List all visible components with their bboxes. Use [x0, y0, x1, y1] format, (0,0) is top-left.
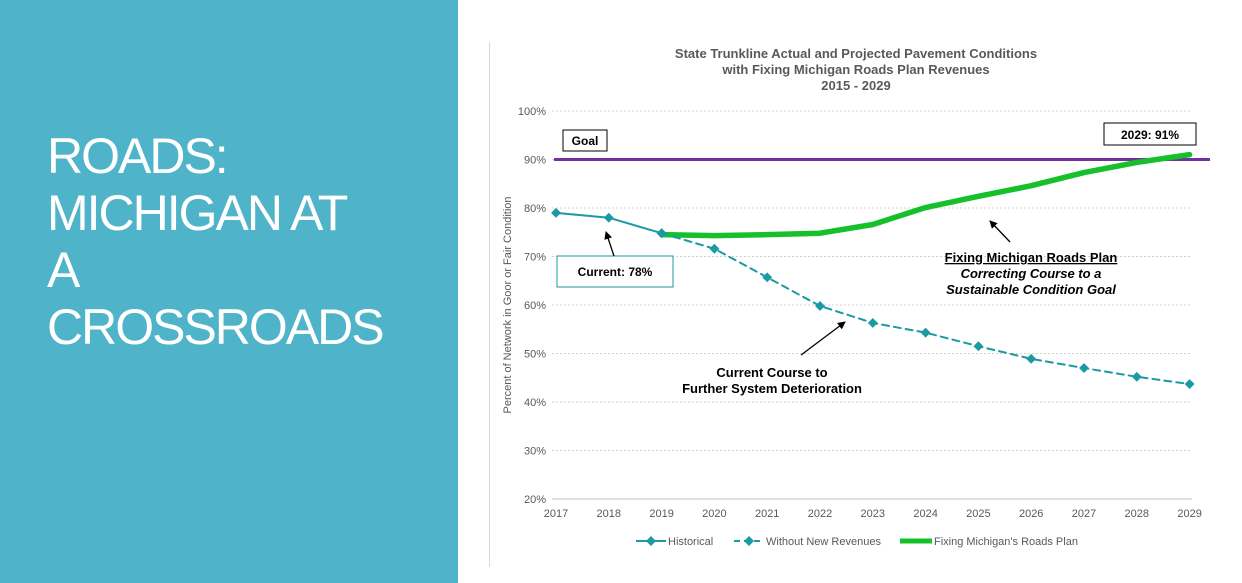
data-point-without-new-revenues [815, 301, 825, 311]
x-tick-label: 2021 [755, 508, 779, 520]
x-tick-label: 2022 [808, 508, 832, 520]
data-point-without-new-revenues [1131, 371, 1142, 382]
plan-annotation-line-1: Correcting Course to a [961, 266, 1102, 281]
data-point-without-new-revenues [973, 341, 984, 352]
chart-title-line-2: with Fixing Michigan Roads Plan Revenues [721, 62, 989, 77]
x-axis-ticks: 2017 2018 2019 2020 2021 2022 2023 2024 2025 2026… [544, 508, 1202, 520]
current-value-box: Current: 78% [556, 255, 674, 288]
plan-annotation-line-2: Sustainable Condition Goal [946, 282, 1116, 297]
legend-label-fixing-michigan-roads-plan: Fixing Michigan's Roads Plan [934, 536, 1078, 548]
y-axis-label: Percent of Network in Goor or Fair Condi… [502, 196, 514, 413]
data-point-historical [656, 228, 667, 239]
y-tick-label: 90% [524, 155, 546, 167]
course-annotation-line-1: Current Course to [716, 365, 827, 380]
end-value-box: 2029: 91% [1103, 122, 1197, 146]
x-tick-label: 2027 [1072, 508, 1096, 520]
y-tick-label: 20% [524, 494, 546, 506]
goal-label: Goal [572, 134, 599, 148]
y-axis-ticks: 20% 30% 40% 50% 60% 70% 80% 90% 100% [518, 106, 546, 506]
data-point-without-new-revenues [1079, 363, 1089, 373]
course-annotation-line-2: Further System Deterioration [682, 381, 862, 396]
y-tick-label: 30% [524, 446, 546, 458]
slide-title: ROADS: MICHIGAN AT A CROSSROADS [47, 128, 447, 356]
current-arrow [604, 231, 615, 257]
x-tick-label: 2020 [702, 508, 726, 520]
x-tick-label: 2029 [1177, 508, 1201, 520]
data-point-historical [603, 212, 614, 223]
x-tick-label: 2026 [1019, 508, 1043, 520]
data-point-historical [551, 207, 561, 218]
legend-label-historical: Historical [668, 536, 713, 548]
x-tick-label: 2028 [1125, 508, 1149, 520]
x-tick-label: 2017 [544, 508, 568, 520]
y-tick-label: 70% [524, 252, 546, 264]
data-point-without-new-revenues [920, 327, 931, 338]
legend-item-without-new-revenues: Without New Revenues [734, 536, 881, 548]
slide-title-line-3: A [47, 242, 80, 298]
chart-title-line-3: 2015 - 2029 [821, 78, 890, 93]
x-tick-label: 2019 [649, 508, 673, 520]
course-arrow [800, 321, 846, 356]
data-point-without-new-revenues [762, 272, 773, 283]
data-point-without-new-revenues [709, 243, 720, 254]
title-panel: ROADS: MICHIGAN AT A CROSSROADS [0, 0, 458, 583]
y-tick-label: 100% [518, 106, 546, 118]
y-tick-label: 50% [524, 349, 546, 361]
panel-divider [489, 42, 490, 567]
x-tick-label: 2018 [597, 508, 621, 520]
legend-item-historical: Historical [636, 536, 713, 548]
legend: Historical Without New Revenues Fixing M… [636, 536, 1078, 548]
current-value-label: Current: 78% [578, 265, 653, 279]
plan-arrow [989, 220, 1011, 243]
slide-title-line-1: ROADS: [47, 128, 229, 184]
data-point-without-new-revenues [867, 317, 878, 328]
x-tick-label: 2024 [913, 508, 937, 520]
series-line-fixing-michigan-s-roads-plan [658, 151, 1193, 239]
series-layer [551, 151, 1195, 390]
slide-title-line-4: CROSSROADS [47, 299, 385, 355]
y-tick-label: 60% [524, 300, 546, 312]
data-point-without-new-revenues [1184, 379, 1195, 390]
legend-label-without-new-revenues: Without New Revenues [766, 536, 881, 548]
y-tick-label: 80% [524, 203, 546, 215]
data-point-without-new-revenues [1026, 353, 1037, 364]
series-line-without-new-revenues [660, 232, 1191, 386]
chart-title-line-1: State Trunkline Actual and Projected Pav… [675, 46, 1037, 61]
goal-label-box: Goal [562, 129, 608, 152]
plan-annotation-title: Fixing Michigan Roads Plan [945, 250, 1118, 265]
x-tick-label: 2025 [966, 508, 990, 520]
x-tick-label: 2023 [861, 508, 885, 520]
legend-item-fixing-michigan-roads-plan: Fixing Michigan's Roads Plan [900, 536, 1078, 548]
slide-title-line-2: MICHIGAN AT [47, 185, 348, 241]
y-tick-label: 40% [524, 397, 546, 409]
end-value-label: 2029: 91% [1121, 128, 1179, 142]
